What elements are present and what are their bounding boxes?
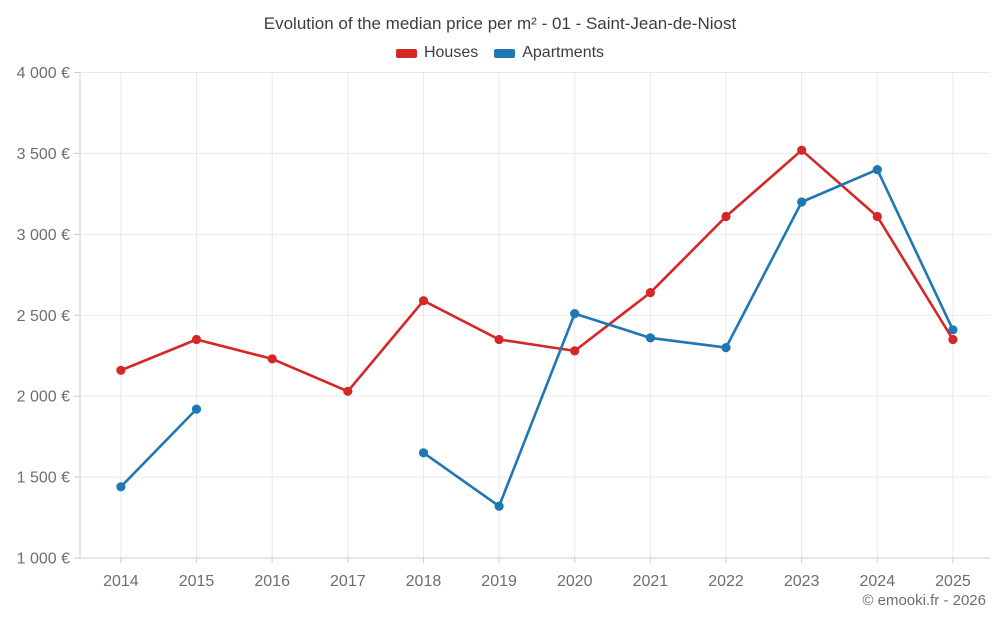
- legend-item-apartments[interactable]: Apartments: [494, 44, 604, 62]
- x-axis-label: 2015: [179, 573, 215, 590]
- y-axis-label: 3 500 €: [17, 146, 70, 163]
- data-point-apartments-2019[interactable]: [494, 501, 504, 511]
- x-axis-label: 2019: [481, 573, 517, 590]
- data-point-houses-2025[interactable]: [948, 334, 958, 345]
- y-axis-label: 1 000 €: [17, 551, 70, 568]
- x-axis-label: 2022: [708, 573, 744, 590]
- houses-series-swatch-icon: [395, 48, 417, 58]
- x-axis-label: 2020: [557, 573, 593, 590]
- x-axis-label: 2018: [406, 573, 442, 590]
- data-point-houses-2018[interactable]: [418, 296, 429, 306]
- data-point-houses-2016[interactable]: [267, 354, 277, 364]
- data-point-houses-2020[interactable]: [570, 346, 580, 356]
- x-axis-label: 2021: [633, 573, 669, 590]
- data-point-apartments-2022[interactable]: [721, 343, 731, 353]
- data-point-apartments-2023[interactable]: [797, 197, 807, 207]
- x-axis-label: 2025: [935, 573, 971, 590]
- data-point-apartments-2015[interactable]: [191, 404, 202, 414]
- x-axis-label: 2014: [103, 573, 139, 590]
- copyright-credit: © emooki.fr - 2026: [862, 592, 986, 609]
- y-axis-label: 4 000 €: [17, 65, 70, 82]
- chart-title: Evolution of the median price per m² - 0…: [263, 14, 737, 33]
- data-point-houses-2024[interactable]: [872, 211, 882, 222]
- data-point-apartments-2018[interactable]: [418, 448, 429, 458]
- data-point-houses-2015[interactable]: [191, 334, 202, 345]
- data-point-apartments-2021[interactable]: [645, 333, 656, 343]
- series-line-houses: [119, 148, 955, 393]
- y-axis-label: 2 500 €: [17, 308, 70, 325]
- data-point-houses-2023[interactable]: [797, 145, 807, 155]
- data-point-houses-2014[interactable]: [116, 365, 126, 375]
- y-axis-label: 1 500 €: [17, 470, 70, 487]
- chart-legend: Houses Apartments: [0, 44, 1000, 62]
- data-point-houses-2017[interactable]: [343, 386, 353, 396]
- legend-label-houses: Houses: [423, 44, 479, 61]
- apartments-series-swatch-icon: [494, 48, 516, 58]
- data-point-houses-2021[interactable]: [645, 288, 656, 298]
- data-point-houses-2019[interactable]: [494, 334, 504, 345]
- x-axis-label: 2023: [784, 573, 820, 590]
- legend-item-houses[interactable]: Houses: [395, 44, 479, 62]
- data-point-apartments-2025[interactable]: [948, 325, 958, 335]
- data-point-apartments-2020[interactable]: [570, 309, 580, 319]
- x-axis-label: 2016: [254, 573, 290, 590]
- data-point-apartments-2024[interactable]: [872, 165, 882, 175]
- data-point-houses-2022[interactable]: [721, 211, 731, 222]
- y-axis-label: 2 000 €: [17, 389, 70, 406]
- y-axis-label: 3 000 €: [17, 227, 70, 244]
- x-axis-label: 2024: [860, 573, 896, 590]
- x-axis-label: 2017: [330, 573, 366, 590]
- legend-label-apartments: Apartments: [522, 44, 605, 61]
- series-line-apartments: [119, 168, 955, 508]
- data-point-apartments-2014[interactable]: [116, 482, 126, 492]
